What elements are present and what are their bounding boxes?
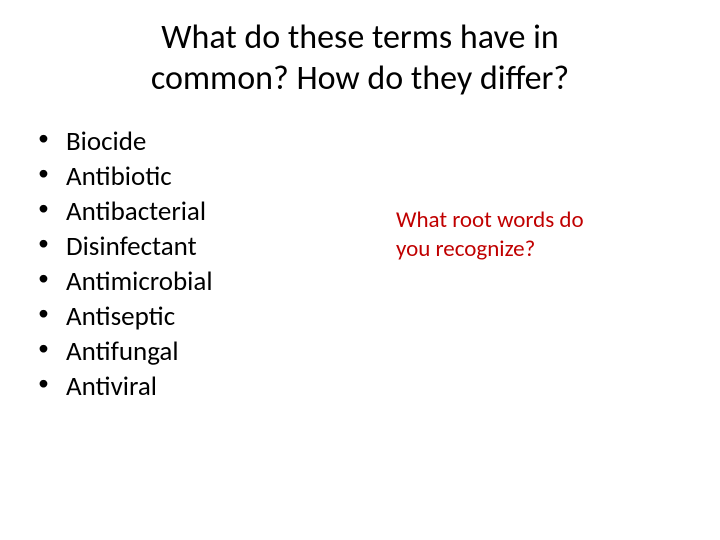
term-label: Disinfectant bbox=[66, 230, 197, 263]
term-label: Antibiotic bbox=[66, 160, 172, 193]
term-label: Antibacterial bbox=[66, 195, 206, 228]
content-area: Biocide Antibiotic Antibacterial Disinfe… bbox=[0, 100, 720, 405]
list-item: Antimicrobial bbox=[38, 264, 213, 299]
term-label: Antiviral bbox=[66, 370, 157, 403]
slide-title: What do these terms have in common? How … bbox=[0, 0, 720, 100]
title-line-2: common? How do they differ? bbox=[151, 58, 569, 99]
list-item: Antibiotic bbox=[38, 159, 213, 194]
question-line-1: What root words do bbox=[396, 206, 584, 234]
term-label: Antifungal bbox=[66, 335, 179, 368]
list-item: Antibacterial bbox=[38, 194, 213, 229]
list-item: Antiviral bbox=[38, 369, 213, 404]
terms-list: Biocide Antibiotic Antibacterial Disinfe… bbox=[0, 124, 213, 405]
list-item: Antifungal bbox=[38, 334, 213, 369]
list-item: Disinfectant bbox=[38, 229, 213, 264]
question-line-2: you recognize? bbox=[396, 235, 535, 263]
side-question: What root words do you recognize? bbox=[396, 206, 584, 264]
term-label: Antiseptic bbox=[66, 300, 175, 333]
title-line-1: What do these terms have in bbox=[161, 17, 559, 58]
term-label: Antimicrobial bbox=[66, 265, 213, 298]
list-item: Biocide bbox=[38, 124, 213, 159]
term-label: Biocide bbox=[66, 125, 146, 158]
list-item: Antiseptic bbox=[38, 299, 213, 334]
